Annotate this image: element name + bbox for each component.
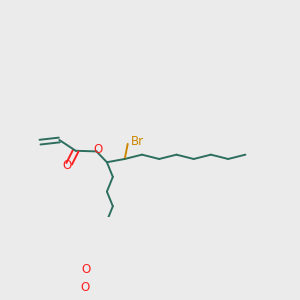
Text: O: O — [93, 143, 103, 156]
Text: O: O — [81, 263, 90, 276]
Text: O: O — [62, 159, 71, 172]
Text: Br: Br — [131, 135, 144, 148]
Text: O: O — [80, 281, 89, 294]
